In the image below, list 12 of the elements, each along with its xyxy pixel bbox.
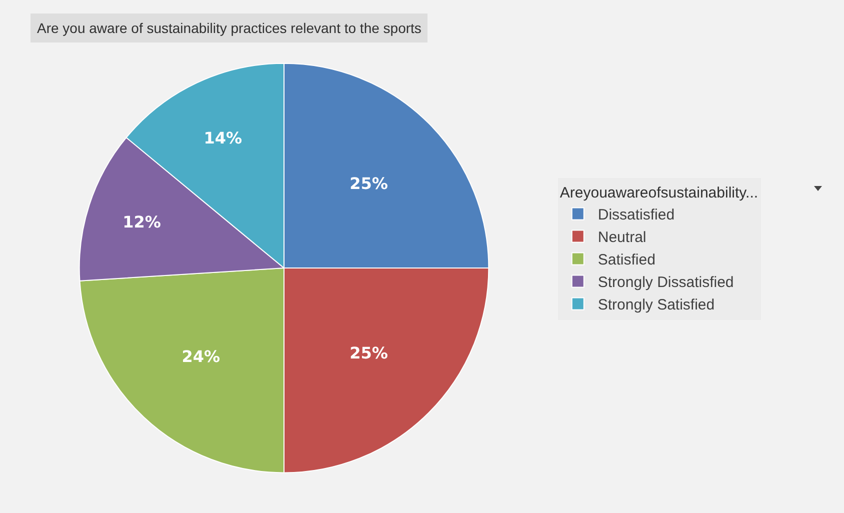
legend-title: Areyouawareofsustainability... [560, 184, 758, 202]
legend-label: Satisfied [598, 252, 656, 269]
data-label: 14% [204, 128, 242, 148]
data-label: 25% [350, 343, 388, 362]
legend-label: Neutral [598, 229, 646, 246]
legend-label: Strongly Satisfied [598, 296, 715, 314]
legend-label: Dissatisfied [598, 206, 675, 224]
legend-label: Strongly Dissatisfied [598, 274, 734, 292]
data-label: 24% [182, 347, 220, 366]
chart-title: Are you aware of sustainability practices relevant to the sports [37, 20, 422, 36]
data-label: 25% [350, 174, 388, 193]
data-label: 12% [122, 212, 161, 232]
